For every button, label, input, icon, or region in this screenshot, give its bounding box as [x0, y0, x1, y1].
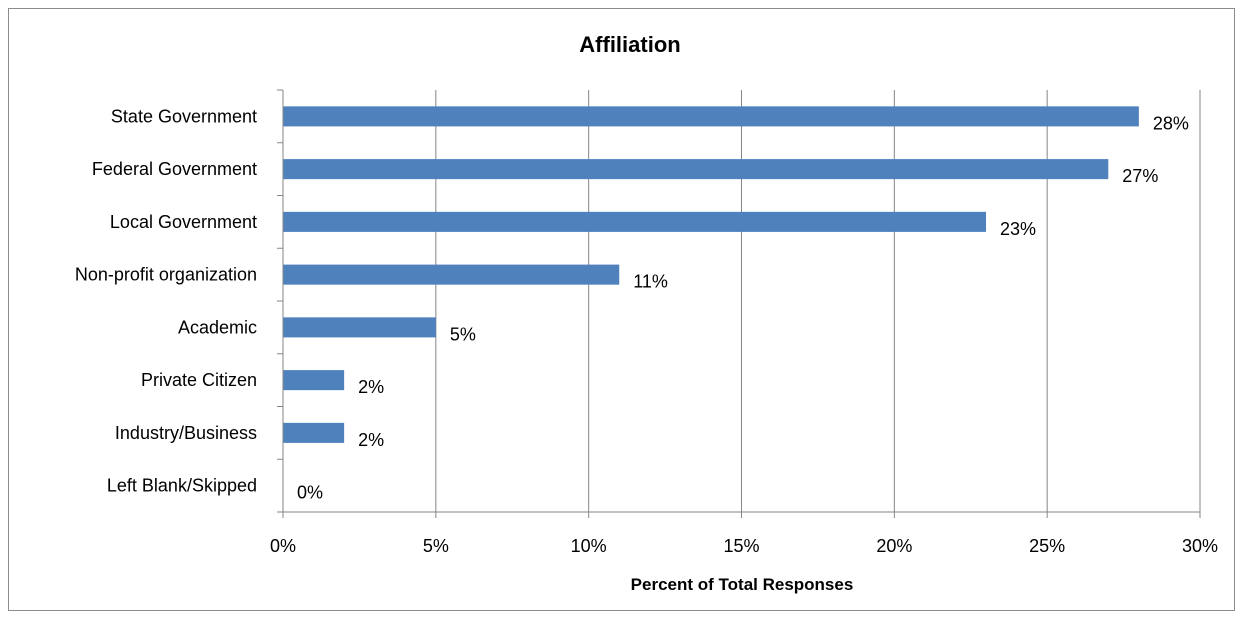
x-tick-label: 15% — [723, 536, 759, 556]
bar — [283, 264, 620, 285]
data-label: 2% — [358, 430, 384, 450]
x-tick-label: 25% — [1029, 536, 1065, 556]
x-tick-label: 0% — [270, 536, 296, 556]
category-label: Non-profit organization — [75, 265, 257, 285]
x-axis-label: Percent of Total Responses — [631, 575, 854, 594]
chart-title: Affiliation — [579, 32, 680, 57]
bar — [283, 370, 345, 391]
category-label: Left Blank/Skipped — [107, 476, 257, 496]
category-label: Industry/Business — [115, 423, 257, 443]
data-label: 28% — [1153, 113, 1189, 133]
bars — [283, 106, 1139, 443]
bar — [283, 106, 1139, 127]
bar — [283, 211, 987, 232]
x-tick-label: 5% — [423, 536, 449, 556]
x-tick-label: 20% — [876, 536, 912, 556]
x-tick-label: 10% — [571, 536, 607, 556]
category-label: State Government — [111, 106, 257, 126]
bar — [283, 317, 436, 338]
category-label: Academic — [178, 317, 257, 337]
data-labels: 28% 27% 23% 11% 5% 2% 2% 0% — [297, 113, 1189, 502]
data-label: 5% — [450, 324, 476, 344]
x-tick-labels: 0% 5% 10% 15% 20% 25% 30% — [270, 536, 1218, 556]
bar — [283, 422, 345, 443]
gridlines — [435, 90, 1201, 512]
x-tick-label: 30% — [1182, 536, 1218, 556]
data-label: 11% — [633, 272, 668, 292]
category-label: Federal Government — [92, 159, 257, 179]
data-label: 27% — [1122, 166, 1158, 186]
category-labels: State Government Federal Government Local … — [75, 106, 257, 495]
data-label: 23% — [1000, 219, 1036, 239]
data-label: 2% — [358, 377, 384, 397]
axes — [277, 89, 1201, 518]
category-label: Private Citizen — [141, 370, 257, 390]
bar — [283, 159, 1109, 180]
data-label: 0% — [297, 483, 323, 503]
category-label: Local Government — [110, 212, 257, 232]
